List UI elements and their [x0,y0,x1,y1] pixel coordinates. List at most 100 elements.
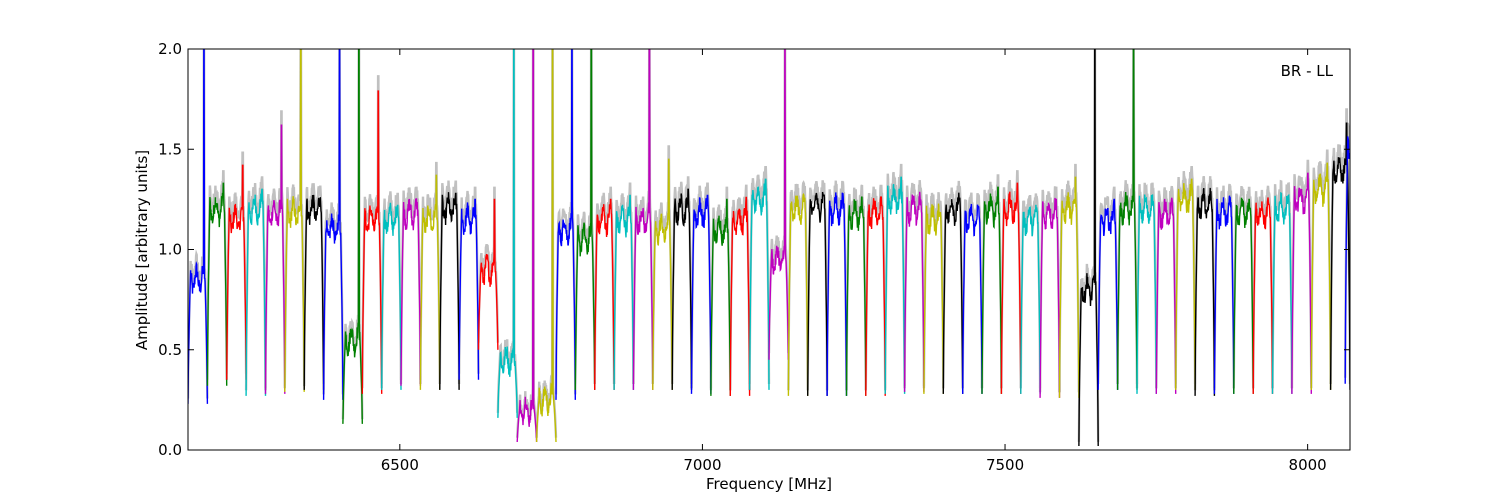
channel-line-39 [942,192,964,394]
background-channel-line [1116,49,1139,385]
channel-line-42 [1000,182,1022,394]
background-channel-line [341,49,364,420]
channel-line-29 [748,178,770,390]
background-channel-line [980,174,1003,389]
background-channel-line [612,182,635,385]
channel-line-23 [632,49,654,390]
background-channel-line [554,49,577,395]
channel-line-20 [574,49,596,390]
channel-line-15 [477,198,499,350]
channel-line-28 [729,196,751,396]
x-tick-label: 7000 [683,456,721,474]
y-axis-label: Amplitude [arbitrary units] [133,150,151,350]
background-channel-line [1058,163,1081,393]
channel-line-14 [458,198,480,380]
channel-line-7 [322,49,344,400]
channel-line-47 [1097,198,1119,390]
channel-line-1 [206,182,228,386]
channel-line-56 [1271,191,1293,394]
channel-line-50 [1155,197,1177,394]
channel-line-25 [671,188,693,390]
background-channel-line [361,75,383,389]
background-channel-line [1077,49,1100,442]
background-channel-line [671,176,693,385]
background-channel-line [188,49,209,399]
channel-line-30 [768,49,790,360]
y-tick-label: 1.0 [158,241,182,259]
background-channel-line [767,49,790,354]
channel-line-41 [981,186,1003,394]
background-channel-line [690,182,713,389]
channel-line-40 [962,203,983,394]
background-channel-line [477,186,500,343]
channel-line-12 [419,174,441,390]
x-tick-label: 7500 [986,456,1024,474]
channel-line-2 [226,164,247,380]
background-channel-line [864,184,887,391]
background-channel-line [942,180,964,389]
y-tick-label: 2.0 [158,40,182,58]
background-channel-line [1232,186,1255,389]
x-tick-label: 6500 [381,456,419,474]
channel-line-43 [1020,204,1041,394]
channel-line-11 [400,198,422,386]
channel-line-38 [923,203,944,394]
channel-line-0 [188,49,209,404]
channel-line-52 [1194,187,1216,396]
channel-line-8 [342,49,363,424]
channel-line-34 [845,196,867,396]
channel-line-58 [1310,162,1332,390]
background-channel-line [264,110,286,389]
channel-line-9 [361,90,383,394]
background-series [188,49,1350,442]
channel-line-37 [903,191,925,392]
channel-line-22 [613,194,635,390]
y-tick-label: 0.0 [158,441,182,459]
y-tick-label: 0.5 [158,341,182,359]
channel-line-32 [807,191,828,396]
channel-line-24 [652,158,673,390]
channel-line-19 [555,49,576,400]
axis-ticks: 6500 7000 7500 8000 0.0 0.5 1.0 1.5 2.0 [158,40,1350,474]
channel-series-group [188,49,1350,447]
background-channel-line [787,180,809,391]
chart-annotation: BR - LL [1281,62,1334,80]
channel-line-31 [787,192,809,396]
background-channel-line [1310,149,1332,385]
channel-line-36 [884,176,906,394]
background-channel-line [1019,193,1042,389]
channel-line-33 [826,192,848,396]
channel-line-18 [535,49,557,443]
channel-line-44 [1039,197,1061,398]
background-channel-line [961,192,984,389]
background-channel-line [806,180,829,391]
background-channel-line [1000,170,1022,389]
background-channel-line [1174,166,1197,385]
channel-line-26 [690,194,712,394]
channel-line-13 [439,192,460,390]
channel-line-59 [1329,122,1350,390]
channel-line-46 [1078,49,1099,447]
channel-line-45 [1058,176,1080,398]
channel-line-21 [594,198,615,390]
channel-line-60 [1344,136,1350,384]
channel-line-54 [1233,197,1254,394]
channel-line-35 [865,196,886,396]
x-axis-label: Frequency [MHz] [706,475,832,493]
y-tick-label: 1.5 [158,140,182,158]
x-tick-label: 8000 [1289,456,1327,474]
background-channel-line [651,145,674,385]
background-channel-line [729,184,751,391]
background-channel-line [1097,186,1119,385]
channel-line-4 [264,124,286,394]
channel-line-3 [245,188,267,396]
channel-line-49 [1136,194,1157,394]
background-channel-line [632,49,654,385]
background-channel-line [1193,175,1216,391]
background-channel-line [1155,185,1177,389]
channel-line-55 [1252,197,1274,394]
channel-line-51 [1175,178,1196,390]
background-channel-line [419,161,441,385]
